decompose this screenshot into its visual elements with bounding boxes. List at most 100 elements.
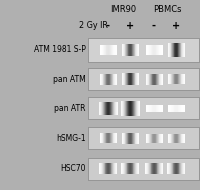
Bar [162,45,163,55]
Bar [150,134,151,143]
Bar [101,163,102,174]
Bar [148,163,149,174]
Bar [156,74,157,85]
Bar [152,74,153,85]
Bar [160,134,161,143]
Bar [131,73,132,85]
Bar [123,44,124,56]
Bar [136,101,137,116]
Bar [137,73,138,85]
Bar [168,43,169,57]
Text: IMR90: IMR90 [110,5,136,14]
Bar [155,163,156,174]
Bar [110,163,111,174]
Bar [88,97,199,119]
Bar [132,73,133,85]
Bar [129,101,130,116]
Bar [134,133,135,144]
Bar [180,43,181,57]
Bar [137,44,138,56]
Bar [124,73,125,85]
Bar [121,101,122,116]
Bar [184,105,185,112]
Bar [183,163,184,174]
Bar [138,133,139,144]
Bar [159,134,160,143]
Bar [184,74,185,84]
Bar [102,133,103,143]
Bar [113,74,114,85]
Bar [115,133,116,143]
Bar [123,163,124,174]
Bar [108,102,109,115]
Bar [132,163,133,174]
Text: +: + [126,21,134,31]
Bar [127,44,128,56]
Bar [129,163,130,174]
Bar [104,74,105,85]
Bar [155,74,156,85]
Bar [168,134,169,143]
Bar [157,163,158,174]
Bar [101,74,102,85]
Bar [138,133,139,144]
Bar [154,163,155,174]
Bar [115,163,116,174]
Bar [149,134,150,143]
Bar [174,134,175,143]
Bar [101,133,102,143]
Bar [146,74,147,85]
Bar [111,133,112,143]
Bar [131,101,132,116]
Bar [100,102,101,115]
Bar [152,105,153,112]
Bar [88,38,199,62]
Bar [121,163,122,174]
Bar [154,134,155,143]
Bar [101,102,102,115]
Bar [103,163,104,174]
Bar [155,45,156,55]
Bar [88,127,199,149]
Bar [104,102,105,115]
Bar [112,74,113,85]
Bar [162,134,163,143]
Bar [108,45,109,55]
Bar [138,44,139,56]
Bar [183,43,184,57]
Bar [169,134,170,143]
Bar [126,44,127,56]
Bar [107,133,108,143]
Bar [103,133,104,143]
Bar [88,68,199,90]
Bar [128,163,129,174]
Bar [146,105,147,112]
Bar [125,73,126,85]
Bar [170,105,171,112]
Bar [175,74,176,84]
Bar [147,105,148,112]
Bar [158,74,159,85]
Bar [106,74,107,85]
Bar [174,74,175,84]
Bar [113,102,114,115]
Bar [179,74,180,84]
Bar [137,163,138,174]
Bar [115,74,116,85]
Bar [173,105,174,112]
Bar [139,101,140,116]
Text: -: - [152,21,156,31]
Bar [180,134,181,143]
Bar [159,105,160,112]
Bar [106,45,107,55]
Bar [184,43,185,57]
Bar [177,105,178,112]
Bar [126,101,127,116]
Bar [147,45,148,55]
Bar [148,74,149,85]
Bar [174,163,175,174]
Bar [138,163,139,174]
Bar [106,133,107,143]
Bar [132,133,133,144]
Bar [170,74,171,84]
